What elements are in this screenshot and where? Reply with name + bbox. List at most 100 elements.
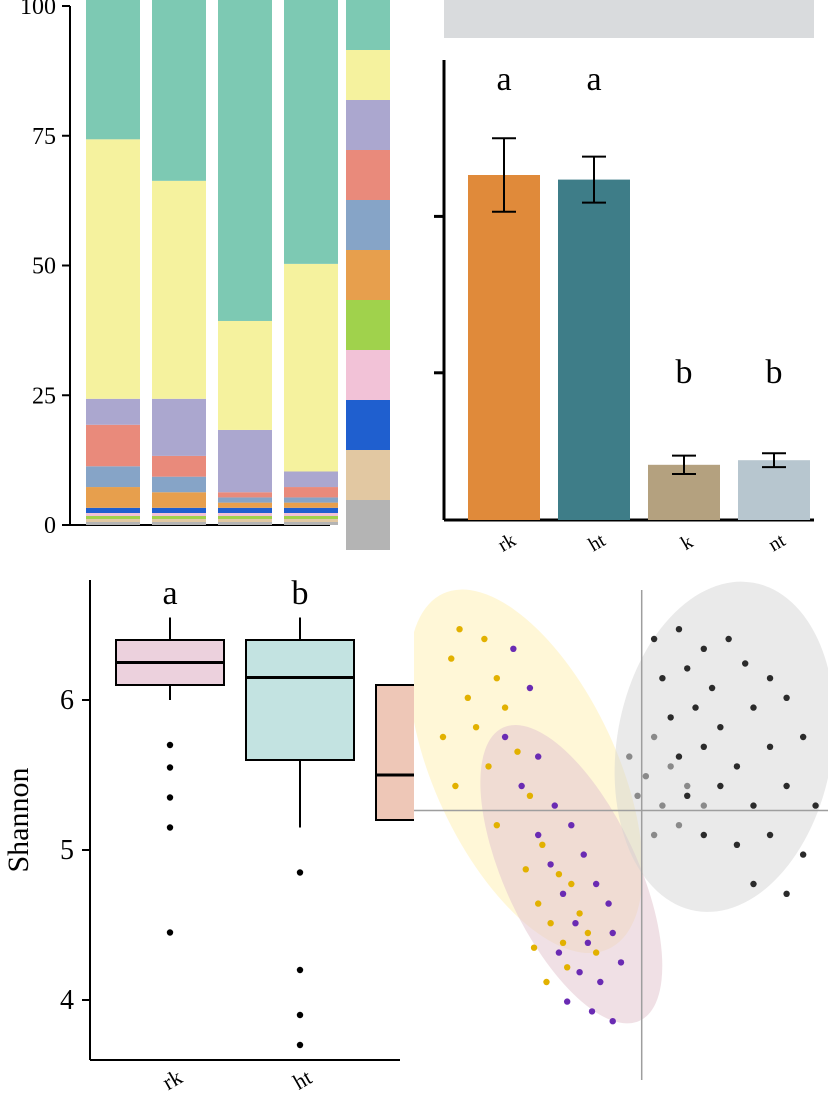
scatter-point — [585, 940, 591, 946]
stacked-segment — [218, 492, 272, 497]
boxplot-chart: 456Shannonarkbht — [0, 560, 414, 1097]
scatter-point — [783, 891, 789, 897]
legend-swatch — [346, 250, 390, 300]
legend-swatch — [346, 150, 390, 200]
scatter-point — [535, 753, 541, 759]
scatter-point — [676, 822, 682, 828]
legend-swatch — [346, 0, 390, 50]
scatter-point — [494, 675, 500, 681]
scatter-point — [523, 866, 529, 872]
scatter-point — [514, 749, 520, 755]
scatter-point — [597, 979, 603, 985]
outlier-point — [167, 764, 173, 770]
outlier-point — [167, 742, 173, 748]
stacked-segment — [152, 456, 206, 477]
significance-label: b — [676, 354, 693, 391]
scatter-point — [502, 704, 508, 710]
x-tick-label: ht — [585, 529, 610, 556]
scatter-point — [502, 734, 508, 740]
scatter-point — [564, 998, 570, 1004]
stacked-segment — [86, 508, 140, 513]
scatter-point — [610, 1018, 616, 1024]
stacked-segment — [284, 0, 338, 264]
scatter-point — [568, 881, 574, 887]
x-tick-label: nt — [765, 529, 790, 556]
stacked-segment — [86, 522, 140, 525]
scatter-point — [684, 783, 690, 789]
stacked-segment — [152, 516, 206, 519]
y-axis-label: Shannon — [2, 768, 35, 873]
stacked-segment — [218, 513, 272, 516]
stacked-segment — [218, 0, 272, 321]
scatter-point — [481, 636, 487, 642]
scatter-point — [812, 802, 818, 808]
legend-swatch — [346, 500, 390, 550]
stacked-segment — [284, 516, 338, 519]
scatter-point — [701, 802, 707, 808]
stacked-segment — [218, 522, 272, 525]
bar — [738, 460, 810, 520]
scatter-point — [750, 704, 756, 710]
y-tick-label: 5 — [60, 835, 74, 866]
scatter-point — [667, 714, 673, 720]
scatter-point — [518, 783, 524, 789]
scatter-point — [531, 945, 537, 951]
scatter-point — [783, 695, 789, 701]
error-bar-chart: arkahtbkbnt — [414, 0, 828, 560]
outlier-point — [167, 824, 173, 830]
scatter-point — [800, 851, 806, 857]
y-tick-label: 6 — [60, 685, 74, 716]
y-tick-label: 75 — [32, 124, 56, 150]
stacked-segment — [284, 522, 338, 525]
stacked-segment — [152, 0, 206, 181]
bar — [558, 180, 630, 520]
scatter-point — [659, 675, 665, 681]
scatter-point — [556, 949, 562, 955]
scatter-point — [440, 734, 446, 740]
stacked-segment — [284, 519, 338, 522]
scatter-point — [485, 763, 491, 769]
stacked-segment — [152, 399, 206, 456]
scatter-point — [452, 783, 458, 789]
scatter-point — [547, 920, 553, 926]
scatter-point — [750, 802, 756, 808]
scatter-point — [576, 969, 582, 975]
stacked-segment — [218, 516, 272, 519]
stacked-segment — [152, 492, 206, 508]
scatter-point — [560, 940, 566, 946]
title-band — [444, 0, 814, 38]
box — [246, 640, 354, 760]
stacked-segment — [152, 513, 206, 516]
y-tick-label: 100 — [20, 0, 56, 20]
stacked-segment — [218, 321, 272, 430]
significance-label: b — [292, 575, 309, 612]
stacked-segment — [86, 0, 140, 139]
stacked-segment — [86, 425, 140, 467]
significance-label: a — [162, 575, 177, 612]
stacked-segment — [284, 487, 338, 497]
stacked-segment — [152, 181, 206, 399]
scatter-point — [684, 793, 690, 799]
scatter-point — [643, 773, 649, 779]
y-tick-label: 50 — [32, 254, 56, 280]
scatter-point — [448, 655, 454, 661]
scatter-point — [547, 861, 553, 867]
y-tick-label: 4 — [60, 985, 74, 1016]
scatter-point — [456, 626, 462, 632]
scatter-point — [734, 763, 740, 769]
stacked-segment — [284, 508, 338, 513]
scatter-point — [556, 871, 562, 877]
stacked-segment — [86, 516, 140, 519]
stacked-bar-chart: 0255075100 — [0, 0, 414, 560]
scatter-point — [494, 822, 500, 828]
scatter-point — [560, 891, 566, 897]
stacked-segment — [284, 513, 338, 516]
legend-swatch — [346, 200, 390, 250]
scatter-point — [465, 695, 471, 701]
legend-swatch — [346, 400, 390, 450]
stacked-segment — [86, 513, 140, 516]
scatter-point — [634, 793, 640, 799]
scatter-point — [783, 783, 789, 789]
x-tick-label: rk — [158, 1064, 186, 1095]
scatter-point — [676, 753, 682, 759]
